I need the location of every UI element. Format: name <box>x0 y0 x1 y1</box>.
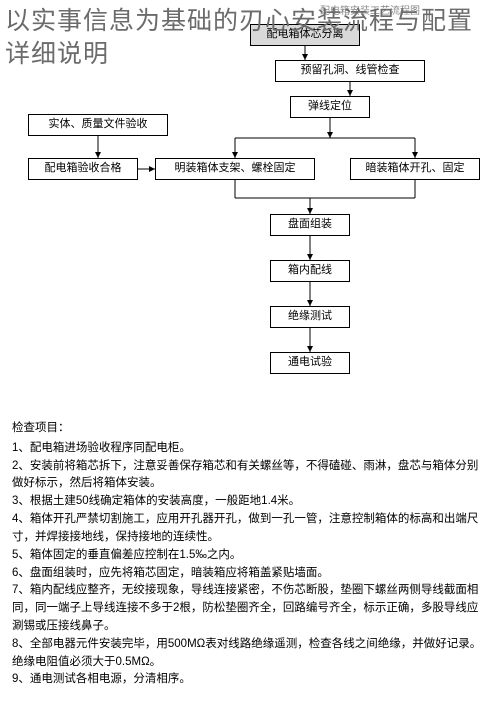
check-item: 4、箱体开孔严禁切割施工，应用开孔器开孔，做到一孔一管，注意控制箱体的标高和出端… <box>12 511 488 547</box>
flow-box-b6: 暗装箱体开孔、固定 <box>350 158 480 180</box>
flow-box-b8: 箱内配线 <box>270 260 350 282</box>
check-section: 检查项目： 1、配电箱进场验收程序同配电柜。2、安装前将箱芯拆下，注意妥善保存箱… <box>12 420 488 689</box>
check-item: 1、配电箱进场验收程序同配电柜。 <box>12 440 488 458</box>
check-item: 7、箱内配线应整齐，无绞接现象，导线连接紧密，不伤芯断股，垫圈下螺丝两侧导线截面… <box>12 582 488 635</box>
flowchart: 配电箱体芯分离预留孔洞、线管检查弹线定位实体、质量文件验收配电箱验收合格明装箱体… <box>0 10 500 420</box>
flow-box-b4: 配电箱验收合格 <box>28 158 138 180</box>
flow-box-b3: 实体、质量文件验收 <box>28 114 168 136</box>
flowchart-arrows <box>0 10 500 420</box>
check-item: 9、通电测试各相电源，分清相序。 <box>12 671 488 689</box>
flow-box-b9: 绝缘测试 <box>270 306 350 328</box>
page-title: 以实事信息为基础的刃心安装流程与配置详细说明 <box>5 5 495 70</box>
check-item: 5、箱体固定的垂直偏差应控制在1.5‰之内。 <box>12 547 488 565</box>
check-item: 2、安装前将箱芯拆下，注意妥善保存箱芯和有关螺丝等，不得磕碰、雨淋，盘芯与箱体分… <box>12 458 488 494</box>
flow-box-b10: 通电试验 <box>270 352 350 374</box>
flow-box-b5: 明装箱体支架、螺栓固定 <box>155 158 315 180</box>
check-item: 8、全部电器元件安装完毕，用500MΩ表对线路绝缘遥测，检查各线之间绝缘，并做好… <box>12 636 488 672</box>
flow-box-b2: 弹线定位 <box>290 96 370 118</box>
flow-box-b7: 盘面组装 <box>270 214 350 236</box>
check-item: 6、盘面组装时，应先将箱芯固定，暗装箱应将箱盖紧贴墙面。 <box>12 565 488 583</box>
check-item: 3、根据土建50线确定箱体的安装高度，一般距地1.4米。 <box>12 493 488 511</box>
check-title: 检查项目： <box>12 420 488 438</box>
